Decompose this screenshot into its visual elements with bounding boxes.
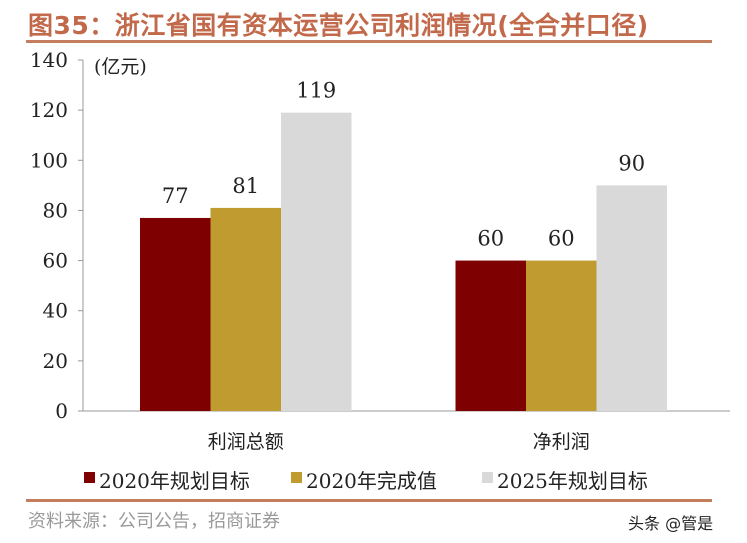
watermark: 头条 @管是: [628, 514, 714, 533]
bar-chart: 0 20 40 60 80 100 120 140 (亿元) 利润总额 77 81 119 净利润 60 60…: [30, 48, 730, 493]
y-tick-label: 140: [30, 48, 68, 72]
legend-swatch: [482, 472, 493, 483]
bar: [210, 207, 281, 411]
data-label: 81: [232, 174, 259, 198]
title-divider: [26, 40, 712, 43]
legend-swatch: [291, 472, 302, 483]
category-label: 利润总额: [208, 431, 284, 453]
category-label: 净利润: [533, 431, 590, 453]
data-label: 60: [477, 227, 504, 251]
y-tick-label: 40: [43, 299, 68, 323]
y-axis-label: (亿元): [94, 56, 147, 78]
bar: [596, 185, 667, 411]
data-label: 60: [548, 227, 575, 251]
legend-label: 2020年规划目标: [99, 469, 250, 493]
y-tick-label: 100: [30, 148, 68, 172]
data-label: 90: [618, 151, 645, 175]
source-note: 资料来源：公司公告，招商证券: [28, 511, 280, 532]
y-tick-label: 80: [43, 198, 68, 222]
bar: [455, 260, 526, 411]
legend-swatch: [84, 472, 95, 483]
y-tick-label: 0: [55, 399, 68, 423]
bar: [526, 260, 597, 411]
y-tick-label: 120: [30, 98, 68, 122]
bar: [140, 217, 211, 411]
legend-label: 2020年完成值: [306, 469, 437, 493]
chart-title: 图35：浙江省国有资本运营公司利润情况(全合并口径): [28, 11, 649, 40]
data-label: 77: [162, 184, 189, 208]
bar: [281, 112, 352, 412]
footer-divider: [26, 499, 712, 502]
y-tick-label: 20: [43, 349, 68, 373]
legend-label: 2025年规划目标: [497, 469, 648, 493]
y-tick-label: 60: [43, 249, 68, 273]
data-label: 119: [296, 79, 336, 103]
